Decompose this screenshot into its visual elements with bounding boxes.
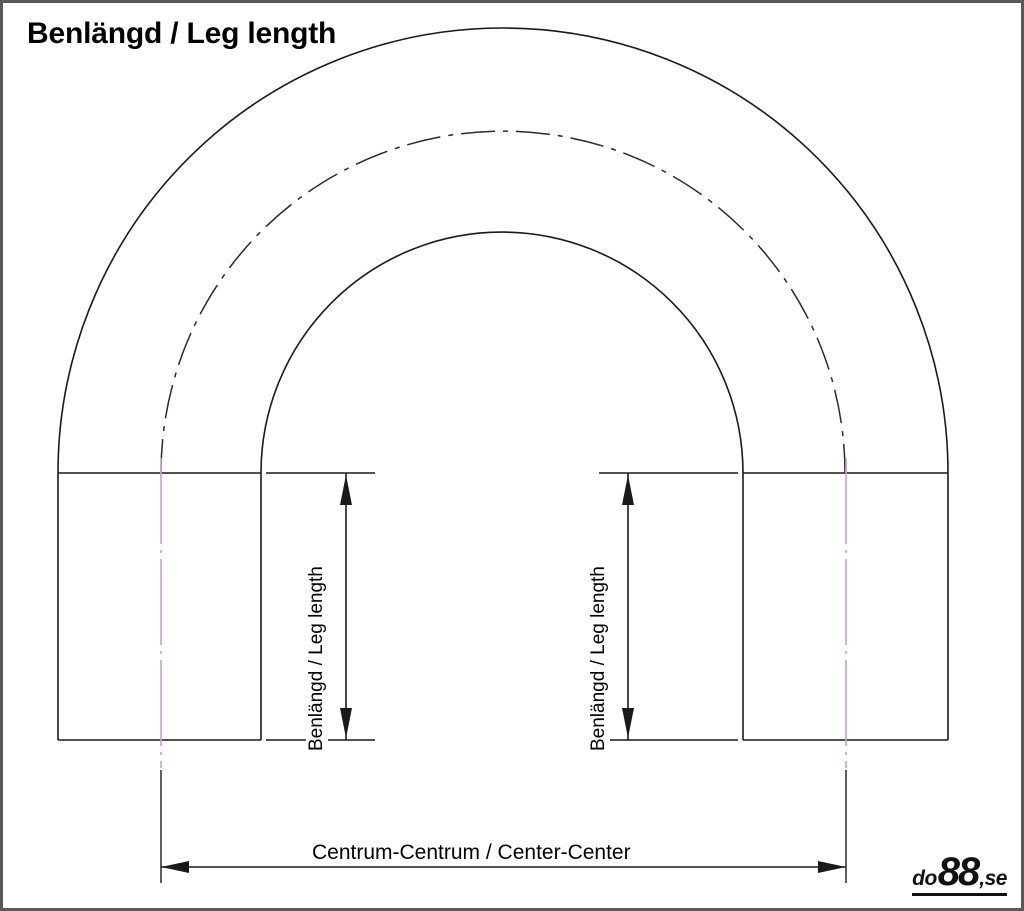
logo-number-text: 88 bbox=[937, 850, 980, 894]
logo-underline-rule bbox=[912, 893, 1007, 896]
bend-centerline-arc bbox=[160, 130, 846, 474]
logo-text-row: do 88 ,se bbox=[912, 852, 1007, 892]
inner-bend-arc bbox=[260, 231, 744, 474]
left-leg-dim-top-arrowhead bbox=[340, 475, 352, 505]
left-leg-length-label: Benlängd / Leg length bbox=[306, 564, 328, 753]
right-leg-dim-top-arrowhead bbox=[622, 475, 634, 505]
leg-centerlines-group bbox=[160, 458, 847, 768]
hose-bend-drawing bbox=[57, 27, 949, 883]
do88-logo: do 88 ,se bbox=[912, 852, 1007, 896]
outer-bend-arc bbox=[57, 27, 949, 474]
center-dim-left-arrowhead bbox=[161, 861, 189, 873]
right-leg-length-label: Benlängd / Leg length bbox=[588, 564, 610, 753]
logo-prefix-text: do bbox=[912, 867, 937, 890]
drawing-title: Benlängd / Leg length bbox=[27, 17, 337, 50]
left-leg-dim-bottom-arrowhead bbox=[340, 708, 352, 738]
logo-suffix-text: ,se bbox=[979, 867, 1007, 890]
right-leg-length-dimension bbox=[599, 472, 738, 741]
right-leg-dim-bottom-arrowhead bbox=[622, 708, 634, 738]
center-dimension-extension-lines bbox=[160, 770, 847, 883]
center-to-center-label: Centrum-Centrum / Center-Center bbox=[306, 841, 637, 865]
center-dim-right-arrowhead bbox=[818, 861, 846, 873]
hose-outline-group bbox=[57, 27, 949, 741]
